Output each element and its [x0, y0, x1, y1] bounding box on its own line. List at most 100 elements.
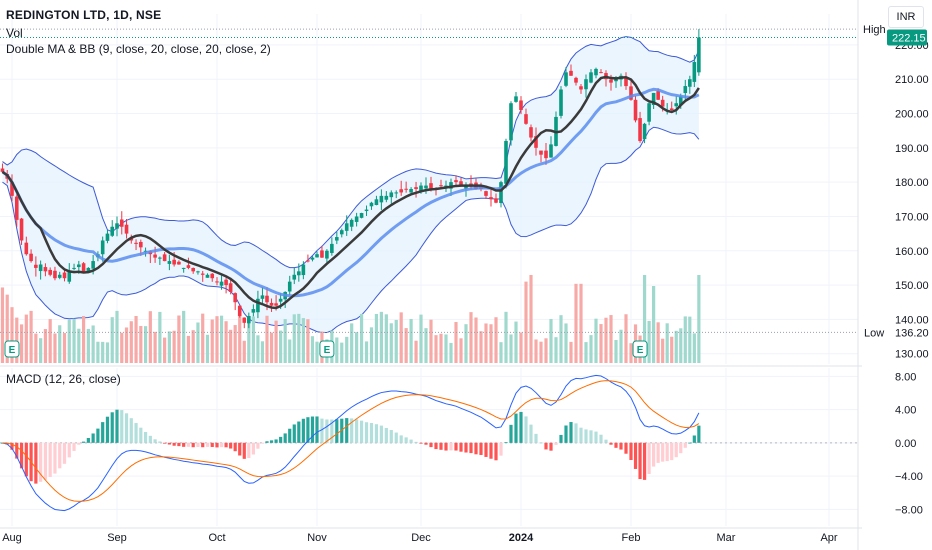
candle-body [519, 100, 523, 111]
volume-bar [91, 325, 95, 363]
candle-body [100, 240, 105, 255]
volume-legend[interactable]: Vol [6, 26, 23, 40]
volume-bar [504, 311, 508, 363]
macd-histogram-bar [110, 412, 114, 443]
macd-histogram-bar [444, 442, 448, 451]
currency-button[interactable]: INR [888, 6, 924, 28]
macd-histogram-bar [679, 442, 683, 454]
indicator-legend[interactable]: Double MA & BB (9, close, 20, close, 20,… [6, 42, 271, 56]
volume-bar [444, 334, 448, 363]
time-tick-label: Nov [307, 532, 327, 544]
candle-body [237, 305, 242, 316]
candle-body [369, 202, 374, 207]
volume-bars [0, 275, 701, 363]
macd-histogram-bar [665, 442, 669, 462]
volume-bar [529, 275, 533, 363]
volume-bar [479, 331, 483, 363]
macd-histogram-bar [355, 419, 359, 443]
macd-histogram-bar [554, 442, 558, 445]
volume-bar [642, 275, 647, 363]
candle-body [629, 86, 633, 100]
volume-bar [301, 318, 305, 363]
candle-body [389, 192, 394, 198]
macd-histogram-bar [233, 442, 237, 452]
macd-tick-label: 0.00 [895, 438, 916, 450]
macd-histogram-bar [509, 424, 513, 443]
macd-histogram-bar [238, 442, 242, 456]
candle-body [599, 72, 603, 74]
price-tick-label: 150.00 [895, 280, 929, 292]
volume-bar [224, 321, 228, 363]
candle-body [247, 315, 251, 324]
volume-bar [256, 335, 260, 363]
candle-body [306, 260, 310, 262]
volume-bar [265, 315, 269, 363]
macd-histogram-bar [489, 442, 493, 459]
macd-histogram-bar [196, 442, 200, 447]
volume-bar [534, 339, 538, 363]
volume-bar [129, 321, 133, 363]
symbol-title[interactable]: REDINGTON LTD, 1D, NSE [6, 8, 162, 22]
candle-body [177, 261, 181, 265]
candle-body [105, 233, 110, 241]
volume-bar [604, 317, 608, 363]
candle-body [167, 261, 172, 264]
macd-legend[interactable]: MACD (12, 26, close) [6, 372, 121, 386]
macd-histogram-bar [274, 439, 278, 443]
candle-body [278, 298, 283, 302]
macd-histogram-bar [574, 423, 578, 443]
volume-bar [661, 338, 665, 363]
macd-histogram-bar [39, 442, 43, 482]
macd-histogram-bar [77, 442, 81, 445]
macd-histogram-bar [62, 442, 67, 464]
volume-bar [564, 323, 568, 363]
macd-histogram-bar [479, 442, 483, 455]
time-tick-label: Feb [622, 532, 641, 544]
volume-bar [499, 342, 503, 363]
macd-histogram-bar [464, 442, 468, 453]
macd-panel [0, 374, 858, 512]
volume-bar [43, 329, 48, 363]
macd-histogram-bar [72, 442, 76, 451]
macd-histogram-bar [539, 442, 543, 444]
candle-body [524, 114, 528, 124]
volume-bar [210, 319, 214, 363]
volume-bar [242, 340, 246, 363]
candle-body [364, 209, 369, 212]
candle-body [489, 197, 493, 200]
volume-bar [665, 323, 669, 363]
volume-bar [81, 315, 86, 363]
volume-bar [62, 333, 67, 363]
volume-bar [355, 332, 359, 363]
macd-histogram-bar [96, 428, 100, 443]
macd-histogram-bar [320, 418, 324, 443]
candle-body [574, 77, 578, 83]
macd-histogram-bar [269, 440, 274, 443]
macd-histogram-bar [53, 442, 57, 474]
macd-histogram-bar [499, 442, 503, 456]
candle-body [91, 261, 95, 269]
axes: 130.00 140.00 150.00 160.00 170.00 180.00 190.… [2, 21, 929, 544]
candle-body [409, 189, 413, 193]
candle-body [344, 223, 349, 231]
macd-histogram-bar [579, 427, 583, 443]
candle-body [274, 303, 278, 306]
candle-body [124, 224, 129, 234]
candle-body [228, 283, 233, 292]
macd-histogram-bar [359, 420, 364, 443]
candle-body [660, 99, 665, 107]
macd-histogram-bar [15, 442, 19, 459]
volume-bar [449, 342, 453, 363]
candle-body [454, 180, 458, 183]
macd-histogram-bar [544, 442, 548, 450]
candle-body [642, 123, 647, 140]
candle-body [335, 237, 339, 241]
volume-bar [624, 314, 628, 363]
volume-bar [359, 313, 364, 363]
earnings-badge [4, 340, 20, 358]
macd-histogram-bar [429, 442, 433, 448]
candle-body [224, 279, 228, 286]
macd-line [2, 374, 700, 512]
